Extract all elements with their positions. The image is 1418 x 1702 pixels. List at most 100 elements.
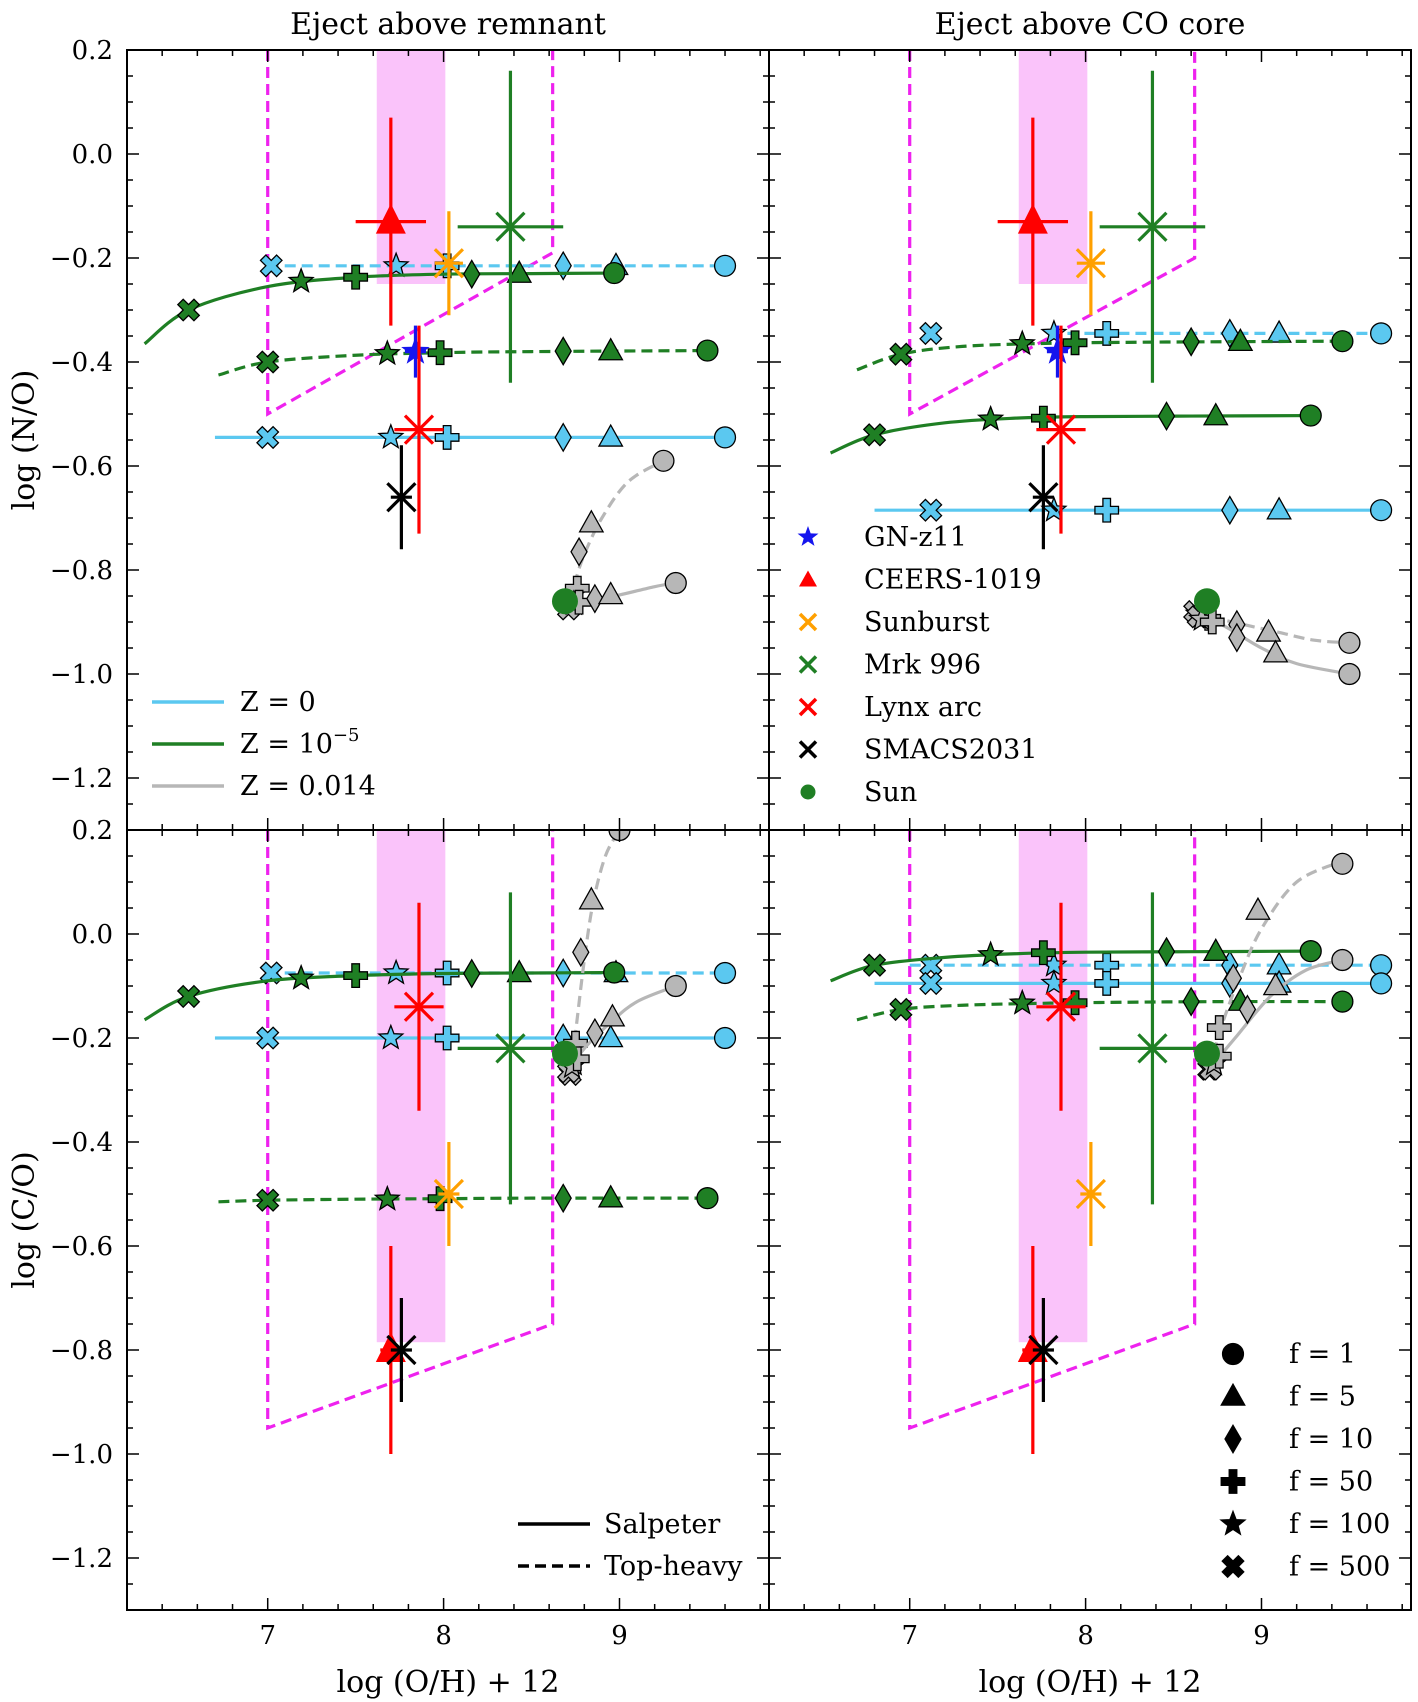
legend-observations: GN-z11 CEERS-1019 Sunburst Mrk 996 Lynx arc S… xyxy=(797,522,1042,808)
track-marker-star xyxy=(1040,319,1068,346)
track-line-Z1e-5 xyxy=(856,999,1343,1022)
track-marker-tri xyxy=(599,1003,626,1027)
track-marker-diamond xyxy=(463,958,481,989)
track-marker-circle xyxy=(1338,662,1361,686)
panel-tl: 0.2 0.0 −0.2 −0.4 −0.6 −0.8 −1.0 −1.2 Eject abov… xyxy=(7,7,770,831)
obs-marker-triangle xyxy=(375,203,406,234)
track-marker-tri xyxy=(1245,896,1271,920)
track-marker-plus xyxy=(1206,1015,1232,1041)
obs-marker-x xyxy=(1028,482,1059,513)
track-marker-star xyxy=(382,251,410,278)
legend-label: Z = 0 xyxy=(240,687,316,718)
track-marker-circle xyxy=(1369,322,1393,345)
obs-marker-sun xyxy=(1193,1040,1220,1067)
obs-marker-x xyxy=(495,1033,526,1064)
track-marker-diamond xyxy=(463,259,481,290)
track-marker-plus xyxy=(343,963,369,989)
track-marker-diamond xyxy=(1157,401,1176,432)
track-marker-circle xyxy=(1331,948,1354,972)
legend-marker-triangle xyxy=(799,570,817,587)
track-marker-diamond xyxy=(1228,622,1246,653)
track-marker-plus xyxy=(1094,970,1120,996)
panel-tr: Eject above CO core GN-z11 CEERS-1019 Sunbu… xyxy=(768,7,1412,831)
legend-label-sup: −5 xyxy=(333,725,360,746)
obs-GN-z11 xyxy=(1043,325,1072,378)
track-marker-circle xyxy=(1331,330,1354,353)
boundary-line xyxy=(266,50,555,417)
obs-Sunburst xyxy=(433,211,465,316)
obs-marker-x xyxy=(386,1334,417,1366)
legend-imf: Salpeter Top-heavy xyxy=(518,1509,743,1582)
obs-Mrk 996 xyxy=(457,70,564,383)
track-marker-tri xyxy=(597,1024,624,1048)
track-marker-tri xyxy=(1266,496,1292,520)
y-axis-label: log (C/O) xyxy=(7,1151,42,1288)
y-tick-label: 0.2 xyxy=(72,36,113,66)
obs-marker-x xyxy=(1075,1178,1107,1210)
legend-marker-circle xyxy=(800,784,816,800)
x-tick-label: 9 xyxy=(611,1621,628,1651)
track-marker-circle xyxy=(603,261,626,285)
track-marker-x500 xyxy=(256,425,280,450)
panel-title: Eject above remnant xyxy=(290,7,606,42)
obs-Lynx arc xyxy=(1036,325,1086,534)
x-tick-label: 8 xyxy=(435,1621,452,1651)
track-marker-circle xyxy=(1299,940,1322,963)
track-marker-x500 xyxy=(862,953,887,977)
track-marker-circle xyxy=(713,961,737,985)
obs-marker-x xyxy=(433,248,465,279)
ticks xyxy=(768,829,1411,1611)
obs-marker-x xyxy=(1045,414,1077,445)
legend-marker-plus xyxy=(1220,1469,1246,1494)
track-marker-plus xyxy=(434,424,460,450)
obs-marker-x xyxy=(403,414,435,445)
track-marker-diamond xyxy=(554,1183,572,1214)
obs-Lynx arc xyxy=(394,325,444,534)
panel-br-plot-area xyxy=(830,830,1393,1454)
obs-Mrk 996 xyxy=(1099,70,1206,383)
legend-marker-diamond xyxy=(1224,1424,1242,1454)
track-marker-plus xyxy=(427,340,453,366)
y-tick-label: −0.2 xyxy=(50,244,113,274)
y-tick-label: −0.2 xyxy=(50,1024,113,1054)
track-marker-tri xyxy=(1202,402,1229,426)
track-marker-x500 xyxy=(256,350,280,374)
obs-marker-x xyxy=(1137,211,1168,242)
shaded-band xyxy=(376,830,446,1343)
boundary-line xyxy=(908,830,1197,1431)
track-line-Z0.014 xyxy=(1207,958,1343,1071)
obs-SMACS2031 xyxy=(386,445,417,550)
legend-marker-triangle xyxy=(1220,1382,1246,1406)
y-tick-label: −0.6 xyxy=(50,452,113,482)
shaded-band xyxy=(1018,830,1088,1343)
ticks xyxy=(126,49,769,831)
track-marker-diamond xyxy=(554,422,572,453)
legend-metallicity: Z = 0 Z = 10−5 Z = 0.014 xyxy=(152,687,376,802)
track-marker-circle xyxy=(713,254,737,277)
y-tick-label: 0.0 xyxy=(72,140,113,170)
track-marker-circle xyxy=(696,1187,719,1210)
track-marker-circle xyxy=(1369,972,1393,995)
obs-marker-sun xyxy=(551,588,578,615)
track-marker-circle xyxy=(652,449,675,472)
y-tick-label: −1.0 xyxy=(50,660,113,690)
legend-label: Z = 10−5 xyxy=(240,725,359,760)
legend-label: f = 10 xyxy=(1289,1424,1373,1455)
panel-tr-plot-area xyxy=(829,50,1393,686)
obs-Sunburst xyxy=(433,1142,465,1246)
x-axis-label: log (O/H) + 12 xyxy=(336,1665,559,1700)
legend-f-values: f = 1 f = 5 f = 10 f = 50 f = 100 f = 500 xyxy=(1219,1339,1390,1583)
track-marker-diamond xyxy=(570,536,588,567)
track-marker-x500 xyxy=(176,298,201,322)
obs-marker-sun xyxy=(1193,588,1220,615)
obs-marker-x xyxy=(403,991,435,1022)
track-marker-star xyxy=(373,339,401,366)
track-marker-tri xyxy=(597,423,624,447)
boundary-line xyxy=(908,50,1197,417)
track-marker-tri xyxy=(597,337,624,361)
track-marker-tri xyxy=(597,581,624,605)
legend-label: Top-heavy xyxy=(604,1551,743,1582)
track-marker-diamond xyxy=(1221,495,1239,526)
legend-marker-x500 xyxy=(1221,1554,1245,1579)
